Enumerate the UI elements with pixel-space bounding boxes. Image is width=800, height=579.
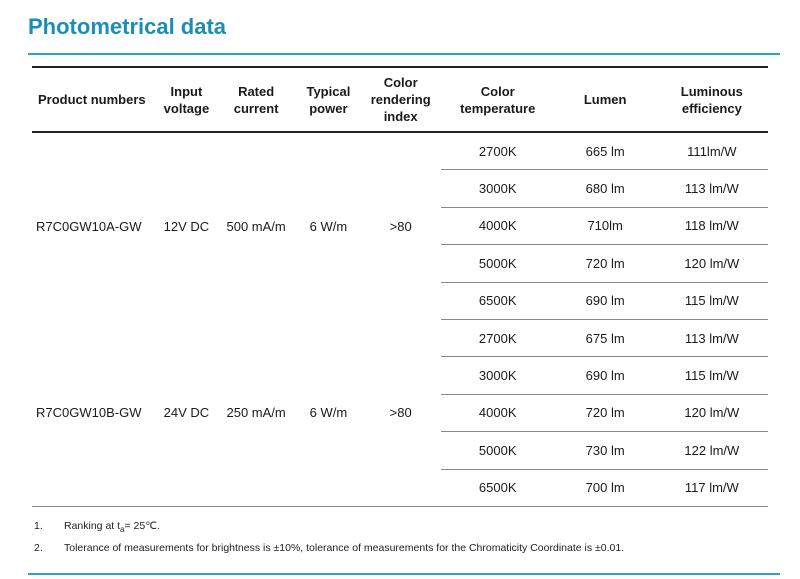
luminous-efficiency-cell: 111lm/W <box>655 132 768 171</box>
footnote-2: 2. Tolerance of measurements for brightn… <box>34 542 624 564</box>
footnotes: 1. Ranking at ta= 25℃. 2. Tolerance of m… <box>34 520 624 564</box>
luminous-efficiency-cell: 115 lm/W <box>655 356 768 395</box>
lumen-cell: 690 lm <box>554 356 656 395</box>
product-cell: R7C0GW10A-GW <box>36 218 142 234</box>
header-typical-power: Typical power <box>296 66 361 133</box>
typical-power-cell: 6 W/m <box>296 319 361 507</box>
luminous-efficiency-cell: 118 lm/W <box>655 207 768 246</box>
input-voltage-cell: 12V DC <box>163 218 210 234</box>
luminous-efficiency-cell: 120 lm/W <box>655 244 768 283</box>
color-temperature-cell: 6500K <box>440 282 555 320</box>
luminous-efficiency-cell: 122 lm/W <box>655 431 768 470</box>
header-color-temperature: Color temperature <box>440 66 555 133</box>
footnote-text: Tolerance of measurements for brightness… <box>64 542 625 554</box>
lumen-cell: 675 lm <box>554 319 656 358</box>
color-temperature-cell: 4000K <box>440 394 555 433</box>
table-row: 5000K 720 lm 120 lm/W <box>32 244 768 283</box>
footnote-text-pre: Ranking at t <box>64 520 121 532</box>
bottom-divider <box>28 573 780 575</box>
input-voltage-cell: 24V DC <box>156 319 217 507</box>
color-temperature-cell: 3000K <box>440 356 555 395</box>
title-divider <box>28 53 780 55</box>
cri-cell: >80 <box>360 319 441 507</box>
lumen-cell: 730 lm <box>554 431 656 470</box>
header-product: Product numbers <box>32 66 157 133</box>
color-temperature-cell: 5000K <box>440 431 555 470</box>
header-rated-current: Rated current <box>216 66 297 133</box>
table-row: 3000K 680 lm 113 lm/W <box>32 169 768 208</box>
table-row: 6500K 700 lm 117 lm/W <box>32 469 768 507</box>
footnote-text: Ranking at ta= 25℃. <box>64 520 160 542</box>
luminous-efficiency-cell: 113 lm/W <box>655 319 768 358</box>
luminous-efficiency-cell: 117 lm/W <box>655 469 768 507</box>
table-row: R7C0GW10A-GW 12V DC 500 mA/m 6 W/m >80 2700K 6… <box>32 132 768 234</box>
photometrical-table: Product numbers Input voltage Rated curr… <box>32 66 768 507</box>
lumen-cell: 710lm <box>554 207 656 246</box>
lumen-cell: 720 lm <box>554 394 656 433</box>
table-row: 4000K 720 lm 120 lm/W <box>32 394 768 433</box>
table-row: 5000K 730 lm 122 lm/W <box>32 431 768 470</box>
lumen-cell: 680 lm <box>554 169 656 208</box>
table-row: 4000K 710lm 118 lm/W <box>32 207 768 246</box>
table-body: R7C0GW10A-GW 12V DC 500 mA/m 6 W/m >80 2700K 6… <box>32 132 768 507</box>
color-temperature-cell: 5000K <box>440 244 555 283</box>
table-row: 6500K 690 lm 115 lm/W <box>32 282 768 320</box>
luminous-efficiency-cell: 115 lm/W <box>655 282 768 320</box>
page-title: Photometrical data <box>28 14 227 39</box>
luminous-efficiency-cell: 120 lm/W <box>655 394 768 433</box>
footnote-subscript: a <box>120 525 125 535</box>
product-cell: R7C0GW10B-GW <box>32 319 157 507</box>
footnote-number: 1. <box>34 520 43 532</box>
color-temperature-cell: 2700K <box>440 132 555 171</box>
color-temperature-cell: 3000K <box>440 169 555 208</box>
typical-power-cell: 6 W/m <box>309 218 348 234</box>
lumen-cell: 690 lm <box>554 282 656 320</box>
cri-cell: >80 <box>389 218 412 234</box>
color-temperature-cell: 2700K <box>440 319 555 358</box>
luminous-efficiency-cell: 113 lm/W <box>655 169 768 208</box>
rated-current-cell: 500 mA/m <box>226 218 286 234</box>
color-temperature-cell: 6500K <box>440 469 555 507</box>
table-row: R7C0GW10B-GW 24V DC 250 mA/m 6 W/m >80 2700K 6… <box>32 319 768 507</box>
footnote-text-post: = 25℃. <box>124 520 160 532</box>
header-luminous-efficiency: Luminous efficiency <box>655 66 768 133</box>
lumen-cell: 720 lm <box>554 244 656 283</box>
lumen-cell: 700 lm <box>554 469 656 507</box>
footnote-1: 1. Ranking at ta= 25℃. <box>34 520 624 542</box>
lumen-cell: 665 lm <box>554 132 656 171</box>
rated-current-cell: 250 mA/m <box>216 319 297 507</box>
header-lumen: Lumen <box>554 66 656 133</box>
table-header-row: Product numbers Input voltage Rated curr… <box>32 66 768 133</box>
color-temperature-cell: 4000K <box>440 207 555 246</box>
footnote-number: 2. <box>34 542 43 554</box>
header-color-rendering-index: Color rendering index <box>360 66 441 133</box>
header-input-voltage: Input voltage <box>156 66 217 133</box>
table-row: 3000K 690 lm 115 lm/W <box>32 356 768 395</box>
